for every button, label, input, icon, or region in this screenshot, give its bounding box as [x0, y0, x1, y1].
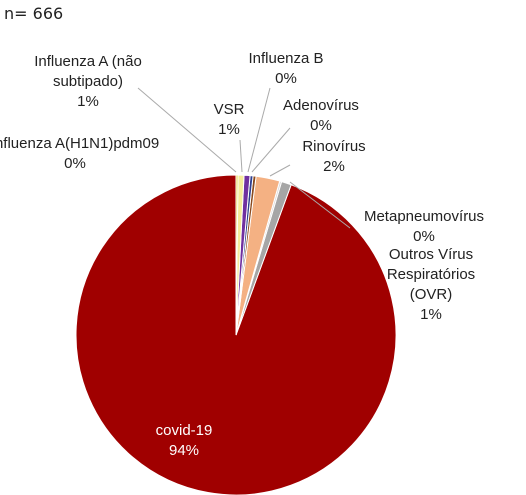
leader-line — [137, 87, 237, 173]
data-label: Rinovírus 2% — [284, 137, 384, 177]
pie-slice — [235, 174, 239, 336]
category-label: Influenza B — [248, 50, 324, 67]
data-label: VSR 1% — [199, 100, 259, 140]
data-label: Influenza B 0% — [231, 49, 341, 89]
data-label: covid-19 94% — [134, 421, 234, 461]
leader-line — [247, 87, 271, 173]
value-label: 94% — [168, 442, 200, 459]
category-label: Influenza A(H1N1)pdm09 — [0, 135, 160, 152]
value-label: 2% — [323, 158, 345, 175]
category-label: Influenza A (não subtipado) — [34, 53, 142, 90]
data-label: Outros Vírus Respiratórios (OVR) 1% — [376, 245, 486, 325]
leader-line — [289, 181, 351, 229]
data-label: Influenza A(H1N1)pdm09 0% — [0, 134, 160, 174]
value-label: 1% — [420, 306, 442, 323]
category-label: Adenovírus — [283, 97, 359, 114]
data-label: Metapneumovírus 0% — [344, 207, 504, 247]
data-label: Influenza A (não subtipado) 1% — [13, 52, 163, 112]
value-label: 0% — [64, 155, 86, 172]
value-label: 0% — [413, 228, 435, 245]
leader-line — [269, 164, 291, 177]
category-label: Rinovírus — [302, 138, 366, 155]
category-label: Outros Vírus Respiratórios (OVR) — [386, 246, 476, 303]
value-label: 0% — [310, 117, 332, 134]
subtitle: n= 666 — [4, 4, 64, 23]
value-label: 0% — [275, 70, 297, 87]
category-label: Metapneumovírus — [363, 208, 485, 225]
leader-lines — [137, 87, 351, 229]
leader-line — [239, 139, 243, 173]
value-label: 1% — [77, 93, 99, 110]
category-label: covid-19 — [155, 422, 213, 439]
value-label: 1% — [218, 121, 240, 138]
data-label: Adenovírus 0% — [271, 96, 371, 136]
category-label: VSR — [213, 101, 245, 118]
leader-line — [251, 127, 291, 173]
